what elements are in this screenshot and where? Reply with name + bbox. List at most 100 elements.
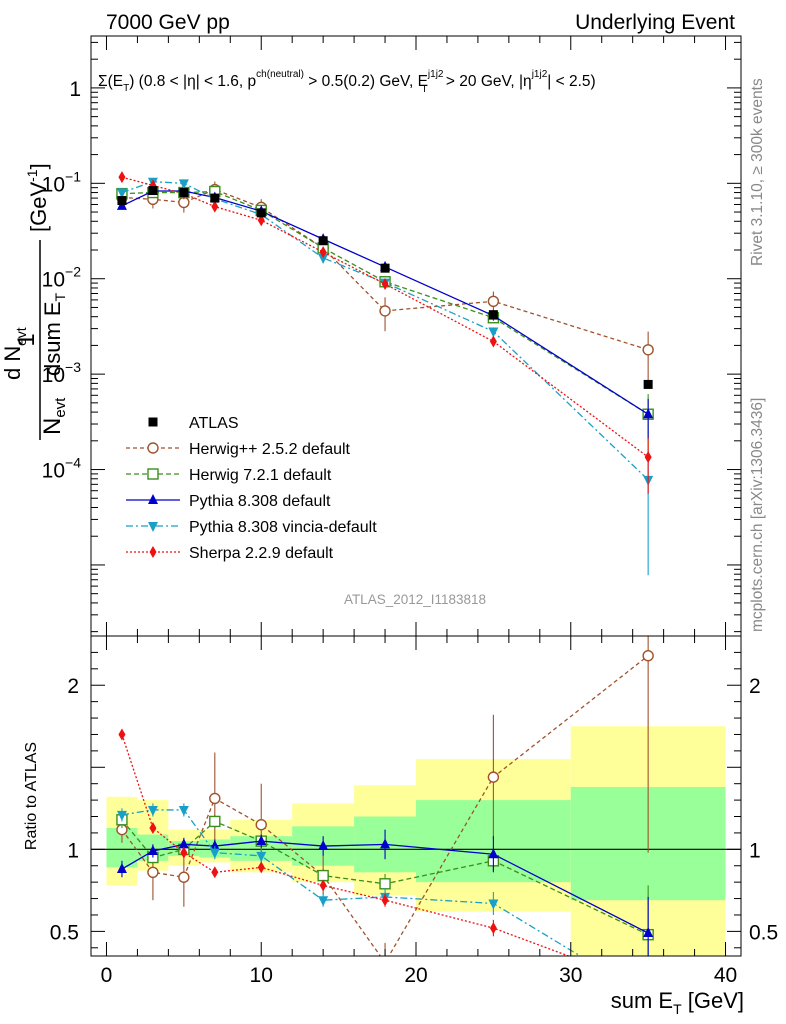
svg-text:dsum ET: dsum ET <box>40 292 68 376</box>
ratio-y-tick-label: 1 <box>67 839 79 862</box>
legend-item: Herwig 7.2.1 default <box>126 467 332 484</box>
ratio-data-point <box>257 861 265 874</box>
data-point <box>643 408 654 419</box>
ratio-panel-series <box>116 636 654 968</box>
ratio-data-point <box>180 846 188 859</box>
atlas-data-point <box>179 188 189 198</box>
x-axis-label: sum ET [GeV] <box>611 988 744 1017</box>
svg-text:d N: d N <box>0 346 25 380</box>
legend-item: ATLAS <box>148 415 239 432</box>
series-sherpa-2-2-9-default <box>118 171 652 494</box>
y-tick-label: 10−1 <box>42 168 82 196</box>
legend-marker <box>149 546 157 558</box>
ratio-data-point <box>147 805 158 816</box>
ratio-data-point <box>178 871 190 883</box>
ratio-data-point <box>178 805 189 816</box>
legend-marker <box>148 494 158 504</box>
x-tick-label: 10 <box>250 964 273 987</box>
ratio-data-point <box>209 840 220 851</box>
ratio-data-point <box>118 728 126 741</box>
svg-text:evt: evt <box>13 327 29 346</box>
legend-item: Pythia 8.308 vincia-default <box>126 519 377 536</box>
atlas-data-point <box>643 379 653 389</box>
svg-text:1: 1 <box>13 333 40 346</box>
data-point <box>381 278 389 291</box>
ratio-data-point <box>381 894 389 907</box>
y-tick-label: 10−4 <box>42 455 82 483</box>
ratio-y-axis-label: Ratio to ATLAS <box>23 742 40 850</box>
legend-label: Sherpa 2.2.9 default <box>189 545 334 562</box>
header-right: Underlying Event <box>575 11 735 34</box>
series-atlas <box>117 186 653 389</box>
x-tick-label: 40 <box>714 964 737 987</box>
atlas-data-point <box>318 236 328 246</box>
ratio-y-tick-label-right: 1 <box>749 839 761 862</box>
header-left: 7000 GeV pp <box>106 11 230 34</box>
x-tick-label: 20 <box>404 964 427 987</box>
legend-label: Herwig 7.2.1 default <box>189 467 332 484</box>
ratio-data-point <box>116 863 127 874</box>
ratio-data-point <box>149 822 157 834</box>
legend-marker <box>147 442 159 454</box>
atlas-data-point <box>380 263 390 273</box>
ratio-y-tick-label: 2 <box>67 675 79 698</box>
legend-item: Sherpa 2.2.9 default <box>126 545 334 562</box>
y-tick-label: 10−3 <box>42 359 82 387</box>
legend-marker <box>147 468 159 480</box>
legend-label: Herwig++ 2.5.2 default <box>189 441 351 458</box>
data-point <box>211 200 219 213</box>
ratio-uncertainty-bands <box>91 726 741 956</box>
data-point <box>379 305 391 317</box>
atlas-data-point <box>488 310 498 320</box>
data-point <box>178 179 189 190</box>
svg-text:Nevt: Nevt <box>39 397 69 435</box>
main-panel-series <box>116 171 654 576</box>
ratio-data-point <box>643 927 654 938</box>
data-point <box>116 188 127 199</box>
ratio-data-point <box>209 815 221 828</box>
ratio-data-point <box>489 922 497 935</box>
ratio-data-point <box>318 896 329 907</box>
legend-item: Pythia 8.308 default <box>126 493 331 510</box>
ratio-data-point <box>255 819 267 831</box>
analysis-watermark: ATLAS_2012_I1183818 <box>344 592 486 607</box>
side-label-rivet: Rivet 3.1.10, ≥ 300k events <box>749 78 766 266</box>
ratio-data-point <box>319 879 327 892</box>
ratio-data-point <box>380 958 390 968</box>
ratio-y-tick-label-right: 0.5 <box>749 921 778 944</box>
svg-text:[GeV-1]: [GeV-1] <box>24 163 51 232</box>
atlas-data-point <box>148 186 158 196</box>
ratio-data-point <box>178 838 189 849</box>
ratio-data-point <box>642 649 654 662</box>
series-line <box>121 190 649 415</box>
ratio-series-pythia-8-308-vincia-default <box>116 803 582 956</box>
data-point <box>488 327 499 338</box>
ratio-data-point <box>488 848 499 859</box>
x-tick-label: 0 <box>101 964 113 987</box>
data-point <box>319 246 327 259</box>
ratio-data-point <box>147 866 159 879</box>
ratio-y-tick-label-right: 2 <box>749 675 761 698</box>
ratio-data-point <box>318 840 329 851</box>
data-point <box>487 295 500 307</box>
ratio-data-point <box>379 878 391 890</box>
legend-item: Herwig++ 2.5.2 default <box>126 441 351 458</box>
atlas-data-point <box>117 196 127 206</box>
ratio-data-point <box>380 838 391 849</box>
ratio-data-point <box>209 792 221 805</box>
ratio-series-line <box>121 655 649 956</box>
legend-label: ATLAS <box>189 415 239 432</box>
ratio-data-point <box>256 851 267 862</box>
side-label-mcplots: mcplots.cern.ch [arXiv:1306.3436] <box>749 398 766 632</box>
ratio-data-point <box>488 899 499 910</box>
ratio-series-sherpa-2-2-9-default <box>118 728 571 956</box>
y-tick-label: 10−2 <box>42 264 82 292</box>
ratio-data-point <box>147 844 158 855</box>
ratio-data-point <box>317 869 329 882</box>
atlas-data-point <box>210 193 220 203</box>
data-point <box>318 253 329 264</box>
y-tick-label: 1 <box>69 78 81 101</box>
main-y-axis-label: 1 Nevt d N evt dsum ET [GeV-1] <box>0 163 69 440</box>
chart-subtitle: Σ(ET) (0.8 < |η| < 1.6, pch(neutral) > 0… <box>98 69 596 95</box>
